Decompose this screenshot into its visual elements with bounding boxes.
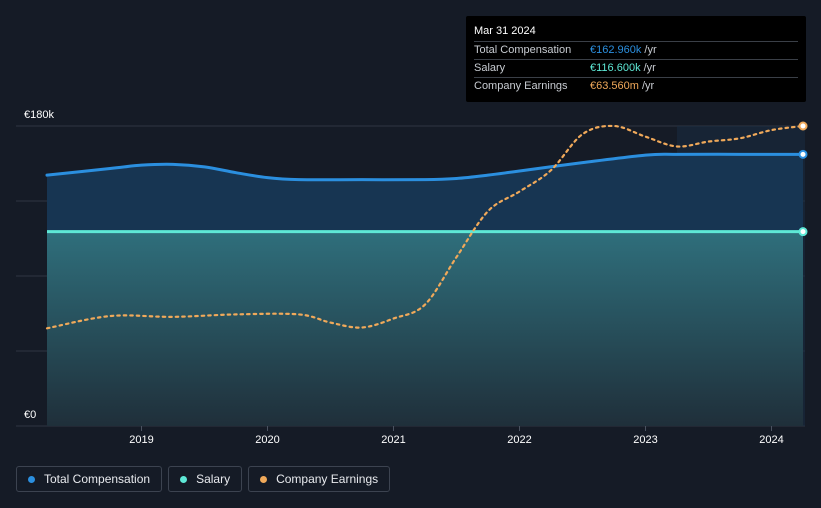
company-earnings-end-marker: [798, 121, 808, 131]
salary-area: [47, 231, 803, 426]
tooltip-date: Mar 31 2024: [474, 25, 536, 37]
x-tick-label: 2021: [381, 434, 405, 446]
legend-dot-icon: [260, 475, 268, 483]
salary-end-marker: [798, 227, 808, 237]
tooltip-row-total: Total Compensation €162.960k /yr: [474, 41, 798, 59]
x-tick-label: 2024: [759, 434, 783, 446]
tooltip-label: Salary: [474, 62, 506, 74]
x-tick-label: 2020: [255, 434, 279, 446]
tooltip-unit: /yr: [643, 62, 656, 74]
tooltip-unit: /yr: [644, 44, 657, 56]
legend-salary[interactable]: Salary: [168, 466, 243, 492]
legend-company-earnings[interactable]: Company Earnings: [248, 466, 391, 492]
legend-total-compensation[interactable]: Total Compensation: [16, 466, 163, 492]
tooltip-row-salary: Salary €116.600k /yr: [474, 59, 798, 77]
tooltip-value: €162.960k: [590, 44, 642, 56]
y-tick-label: €0: [24, 409, 36, 421]
x-tick-label: 2022: [507, 434, 531, 446]
legend: Total Compensation Salary Company Earnin…: [16, 466, 391, 492]
legend-label: Company Earnings: [276, 472, 379, 486]
tooltip-row-earnings: Company Earnings €63.560m /yr: [474, 77, 798, 95]
total-compensation-line: [45, 152, 805, 182]
legend-label: Salary: [196, 472, 231, 486]
tooltip-label: Company Earnings: [474, 80, 568, 92]
legend-dot-icon: [180, 475, 188, 483]
x-tick-label: 2023: [633, 434, 657, 446]
x-tick-label: 2019: [129, 434, 153, 446]
tooltip: Mar 31 2024 Total Compensation €162.960k…: [466, 16, 806, 102]
legend-label: Total Compensation: [44, 472, 151, 486]
tooltip-label: Total Compensation: [474, 44, 572, 56]
y-tick-label: €180k: [24, 109, 54, 121]
legend-dot-icon: [28, 475, 35, 483]
tooltip-value: €116.600k: [590, 62, 641, 74]
tooltip-unit: /yr: [641, 80, 655, 92]
tooltip-value: €63.560m: [590, 80, 639, 92]
company-earnings-line: [45, 124, 805, 330]
total-compensation-end-marker: [798, 149, 808, 159]
